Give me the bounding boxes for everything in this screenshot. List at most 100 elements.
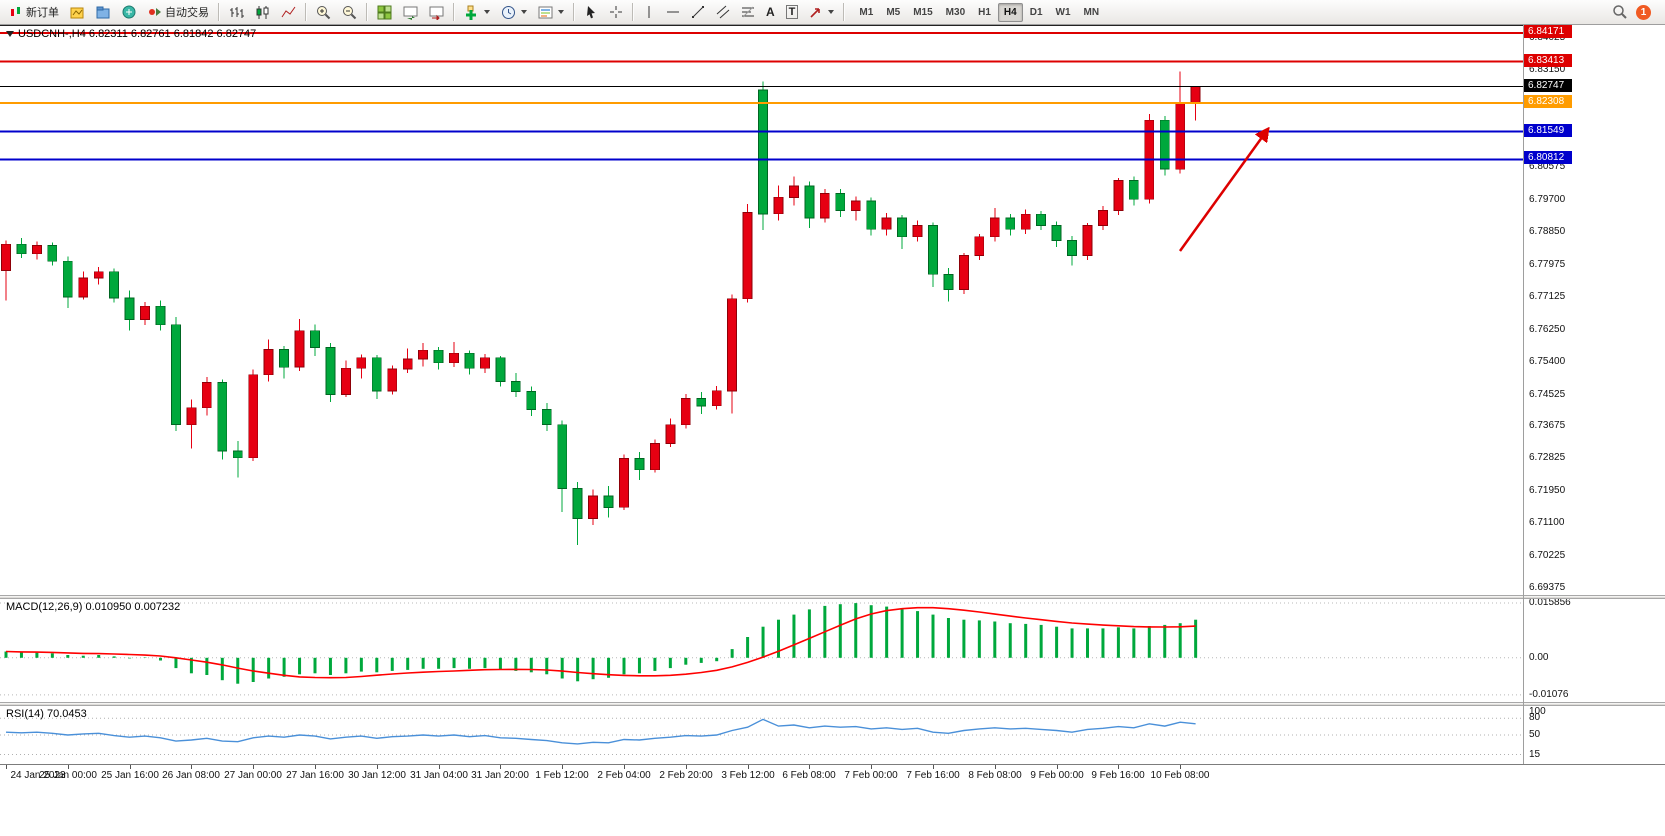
- time-axis-label: 24 Jan 2023: [10, 770, 66, 781]
- label-tool-icon: T: [785, 5, 799, 19]
- timeframe-button-H1[interactable]: H1: [978, 6, 991, 18]
- price-axis-label: 6.77125: [1529, 291, 1566, 302]
- metaeditor-icon: [122, 5, 137, 20]
- time-axis[interactable]: 24 Jan 2023 25 Jan 00:00 25 Jan 16:00 26 Ja…: [0, 764, 1665, 786]
- time-axis-label: 8 Feb 08:00: [968, 770, 1022, 781]
- line-chart-button[interactable]: [276, 2, 301, 23]
- price-badge: 6.81549: [1524, 124, 1572, 137]
- time-axis-label: 9 Feb 00:00: [1030, 770, 1084, 781]
- timeframe-button-MN[interactable]: MN: [1083, 6, 1100, 18]
- templates-button[interactable]: [533, 2, 569, 23]
- time-axis-tick: [1057, 765, 1058, 769]
- horizontal-line-icon: [666, 6, 680, 18]
- search-icon[interactable]: [1612, 4, 1628, 20]
- new-order-button[interactable]: 新订单: [4, 2, 64, 23]
- price-axis-label: 6.77975: [1529, 259, 1566, 270]
- time-axis-label: 2 Feb 04:00: [597, 770, 651, 781]
- indicators-dropdown-caret[interactable]: [484, 10, 490, 14]
- zoom-out-button[interactable]: [337, 2, 362, 23]
- time-axis-label: 10 Feb 08:00: [1150, 770, 1210, 781]
- arrows-dropdown-caret[interactable]: [828, 10, 835, 14]
- pane-splitter[interactable]: [0, 702, 1665, 706]
- indicators-icon: [464, 5, 479, 20]
- price-axis-label: 6.71100: [1529, 517, 1565, 528]
- timeframe-button-M1[interactable]: M1: [859, 6, 874, 18]
- price-chart-pane[interactable]: USDCNH-,H4 6.82311 6.82761 6.81842 6.827…: [0, 25, 1523, 595]
- periods-button[interactable]: [496, 2, 532, 23]
- zoom-in-button[interactable]: [311, 2, 336, 23]
- rsi-pane[interactable]: RSI(14) 70.0453: [0, 706, 1523, 764]
- crosshair-tool-button[interactable]: [604, 2, 628, 23]
- channel-icon: [716, 5, 730, 19]
- toolbar-separator: [218, 3, 220, 21]
- timeframe-button-M30[interactable]: M30: [945, 6, 966, 18]
- autotrading-button[interactable]: 自动交易: [143, 2, 214, 23]
- price-axis-label: 6.70225: [1529, 550, 1566, 561]
- tile-windows-button[interactable]: [372, 2, 397, 23]
- price-axis-label: 6.73675: [1529, 420, 1566, 431]
- time-axis-label: 2 Feb 20:00: [659, 770, 713, 781]
- arrows-tool-button[interactable]: [804, 2, 839, 23]
- macd-axis[interactable]: 0.015856 0.00 -0.01076: [1524, 599, 1665, 702]
- bar-chart-button[interactable]: [224, 2, 249, 23]
- new-chart-icon: [70, 5, 85, 20]
- macd-header: MACD(12,26,9) 0.010950 0.007232: [6, 601, 180, 613]
- rsi-axis-label: 80: [1529, 712, 1541, 723]
- fibonacci-tool-button[interactable]: [736, 2, 760, 23]
- metaeditor-button[interactable]: [117, 2, 142, 23]
- trendline-tool-button[interactable]: [686, 2, 710, 23]
- profiles-icon: [96, 5, 111, 20]
- macd-axis-label: -0.01076: [1529, 689, 1569, 700]
- zoom-in-icon: [316, 5, 331, 20]
- horizontal-line-tool-button[interactable]: [661, 2, 685, 23]
- time-axis-tick: [1118, 765, 1119, 769]
- notification-badge[interactable]: 1: [1636, 4, 1651, 20]
- templates-dropdown-caret[interactable]: [558, 10, 564, 14]
- price-axis-label: 6.83150: [1529, 64, 1566, 75]
- periods-clock-icon: [501, 5, 516, 20]
- time-axis-tick: [130, 765, 131, 769]
- candlestick-chart-button[interactable]: [250, 2, 275, 23]
- time-axis-tick: [439, 765, 440, 769]
- timeframe-button-D1[interactable]: D1: [1029, 6, 1043, 18]
- timeframe-button-W1[interactable]: W1: [1055, 6, 1071, 18]
- periods-dropdown-caret[interactable]: [521, 10, 527, 14]
- macd-axis-label: 0.00: [1529, 652, 1549, 663]
- vertical-line-tool-button[interactable]: [638, 2, 660, 23]
- label-tool-button[interactable]: T: [781, 2, 804, 23]
- time-axis-label: 7 Feb 00:00: [844, 770, 898, 781]
- time-axis-label: 30 Jan 12:00: [348, 770, 406, 781]
- time-axis-label: 25 Jan 16:00: [101, 770, 159, 781]
- crosshair-icon: [609, 5, 623, 19]
- time-axis-tick: [68, 765, 69, 769]
- macd-pane[interactable]: MACD(12,26,9) 0.010950 0.007232: [0, 599, 1523, 702]
- collapse-triangle-icon[interactable]: [6, 31, 14, 37]
- profiles-button[interactable]: [91, 2, 116, 23]
- indicators-button[interactable]: [459, 2, 495, 23]
- time-axis-label: 26 Jan 08:00: [162, 770, 220, 781]
- price-axis-label: 6.78850: [1529, 226, 1566, 237]
- toolbar-separator: [632, 3, 634, 21]
- price-axis-label: 6.74525: [1529, 389, 1566, 400]
- rsi-axis-label: 100: [1529, 706, 1546, 717]
- channel-tool-button[interactable]: [711, 2, 735, 23]
- chart-title-ohlc: USDCNH-,H4 6.82311 6.82761 6.81842 6.827…: [18, 28, 257, 40]
- time-axis-label: 27 Jan 16:00: [286, 770, 344, 781]
- chart-shift-button[interactable]: [424, 2, 449, 23]
- timeframe-button-H4[interactable]: H4: [997, 2, 1023, 22]
- toolbar-right: 1: [1612, 4, 1661, 20]
- time-axis-label: 7 Feb 16:00: [906, 770, 960, 781]
- time-axis-label: 9 Feb 16:00: [1091, 770, 1145, 781]
- chart-shift-icon: [429, 5, 444, 20]
- price-axis[interactable]: 6.840256.831506.823006.814256.805756.797…: [1524, 25, 1665, 595]
- text-tool-button[interactable]: A: [761, 2, 780, 23]
- auto-scroll-button[interactable]: [398, 2, 423, 23]
- timeframe-button-M15[interactable]: M15: [913, 6, 933, 18]
- timeframe-button-M5[interactable]: M5: [886, 6, 901, 18]
- fibonacci-icon: [741, 5, 755, 19]
- pane-splitter[interactable]: [0, 595, 1665, 599]
- rsi-axis[interactable]: 100 80 50 15: [1524, 706, 1665, 764]
- new-chart-button[interactable]: [65, 2, 90, 23]
- cursor-tool-button[interactable]: [579, 2, 603, 23]
- time-axis-tick: [748, 765, 749, 769]
